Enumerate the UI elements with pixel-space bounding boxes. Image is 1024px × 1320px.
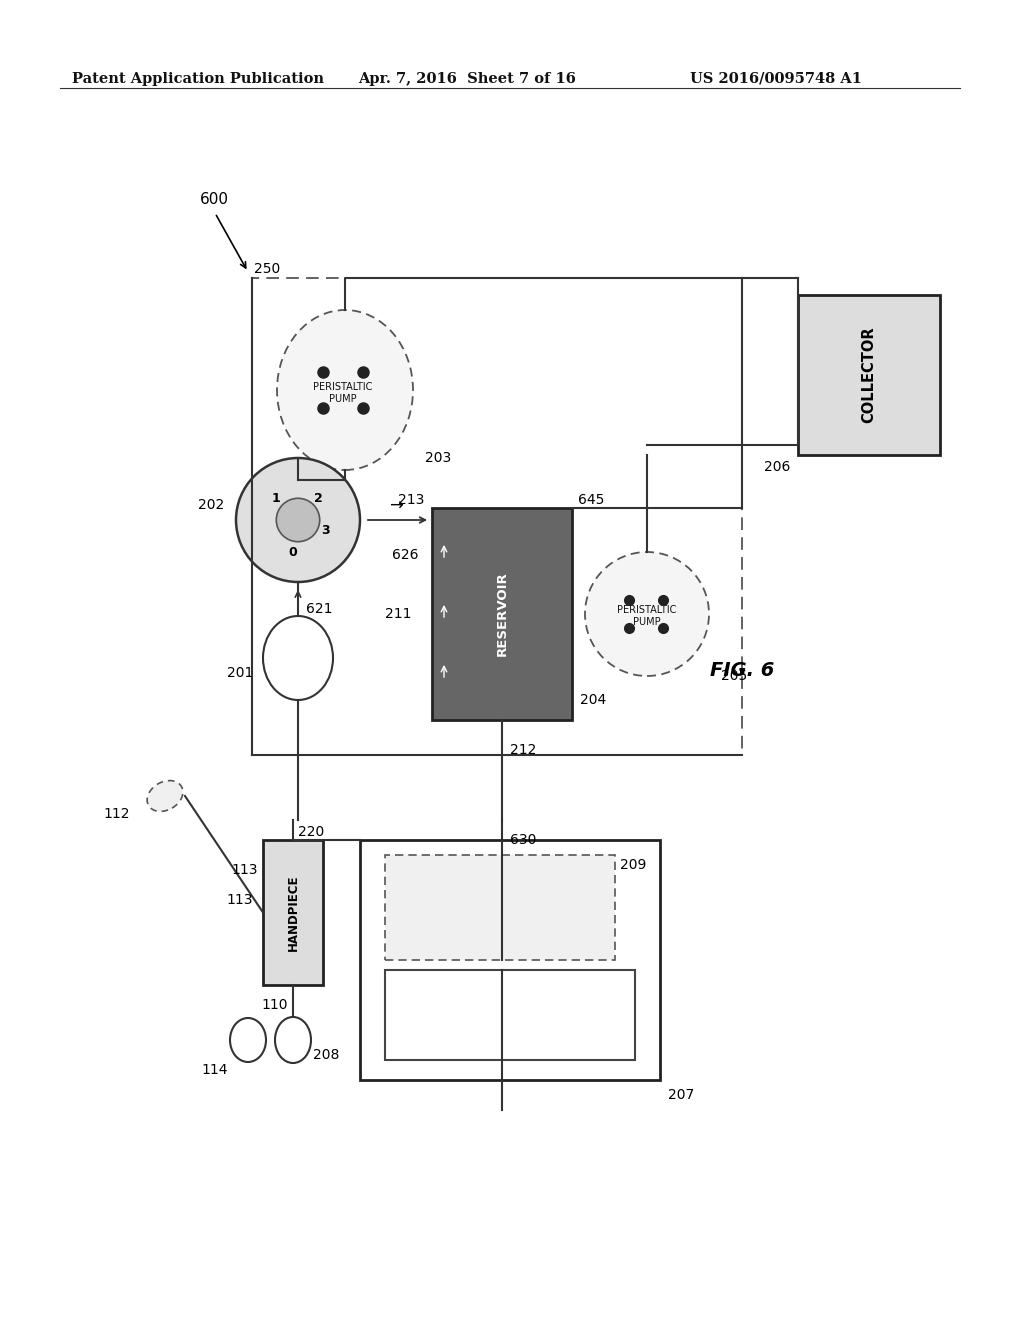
Bar: [432, 508, 572, 719]
Text: 201: 201: [226, 667, 253, 680]
Bar: [252, 279, 742, 755]
Bar: [798, 294, 940, 455]
Text: 113: 113: [226, 894, 253, 907]
Ellipse shape: [263, 616, 333, 700]
Bar: [385, 855, 615, 960]
Text: 2: 2: [313, 491, 323, 504]
Text: 204: 204: [580, 693, 606, 708]
Text: 207: 207: [668, 1088, 694, 1102]
Text: 110: 110: [261, 998, 288, 1012]
Text: FIG. 6: FIG. 6: [710, 660, 774, 680]
Ellipse shape: [275, 1016, 311, 1063]
Text: 212: 212: [510, 743, 537, 756]
Text: Apr. 7, 2016  Sheet 7 of 16: Apr. 7, 2016 Sheet 7 of 16: [358, 73, 575, 86]
Text: 213: 213: [397, 492, 424, 507]
Text: 621: 621: [306, 602, 333, 616]
Text: 220: 220: [298, 825, 325, 840]
Bar: [385, 970, 635, 1060]
Text: 208: 208: [313, 1048, 339, 1063]
Circle shape: [585, 552, 709, 676]
Text: 211: 211: [385, 607, 412, 620]
Text: PERISTALTIC
PUMP: PERISTALTIC PUMP: [313, 383, 373, 404]
Text: →: →: [389, 498, 402, 515]
Ellipse shape: [147, 780, 183, 812]
Text: PERISTALTIC
PUMP: PERISTALTIC PUMP: [617, 605, 677, 627]
Text: 250: 250: [254, 261, 281, 276]
Circle shape: [276, 498, 319, 541]
Text: 114: 114: [202, 1063, 228, 1077]
Ellipse shape: [230, 1018, 266, 1063]
Text: 205: 205: [721, 669, 748, 682]
Text: 3: 3: [322, 524, 331, 536]
Text: RESERVOIR: RESERVOIR: [496, 572, 509, 656]
Text: 1: 1: [271, 491, 281, 504]
Bar: [360, 840, 660, 1080]
Text: Patent Application Publication: Patent Application Publication: [72, 73, 324, 86]
Text: 202: 202: [198, 498, 224, 512]
Text: 113: 113: [231, 863, 258, 876]
Text: 0: 0: [289, 545, 297, 558]
Text: US 2016/0095748 A1: US 2016/0095748 A1: [690, 73, 862, 86]
Ellipse shape: [278, 310, 413, 470]
Text: COLLECTOR: COLLECTOR: [861, 326, 877, 424]
Circle shape: [236, 458, 360, 582]
Text: 626: 626: [392, 548, 419, 562]
Text: 645: 645: [578, 492, 604, 507]
Bar: [263, 840, 323, 985]
Text: 206: 206: [764, 459, 790, 474]
Text: 203: 203: [425, 451, 452, 465]
Text: 112: 112: [103, 807, 130, 821]
Text: 630: 630: [510, 833, 537, 847]
Text: HANDPIECE: HANDPIECE: [287, 874, 299, 950]
Text: 209: 209: [620, 858, 646, 873]
Text: 600: 600: [200, 193, 229, 207]
